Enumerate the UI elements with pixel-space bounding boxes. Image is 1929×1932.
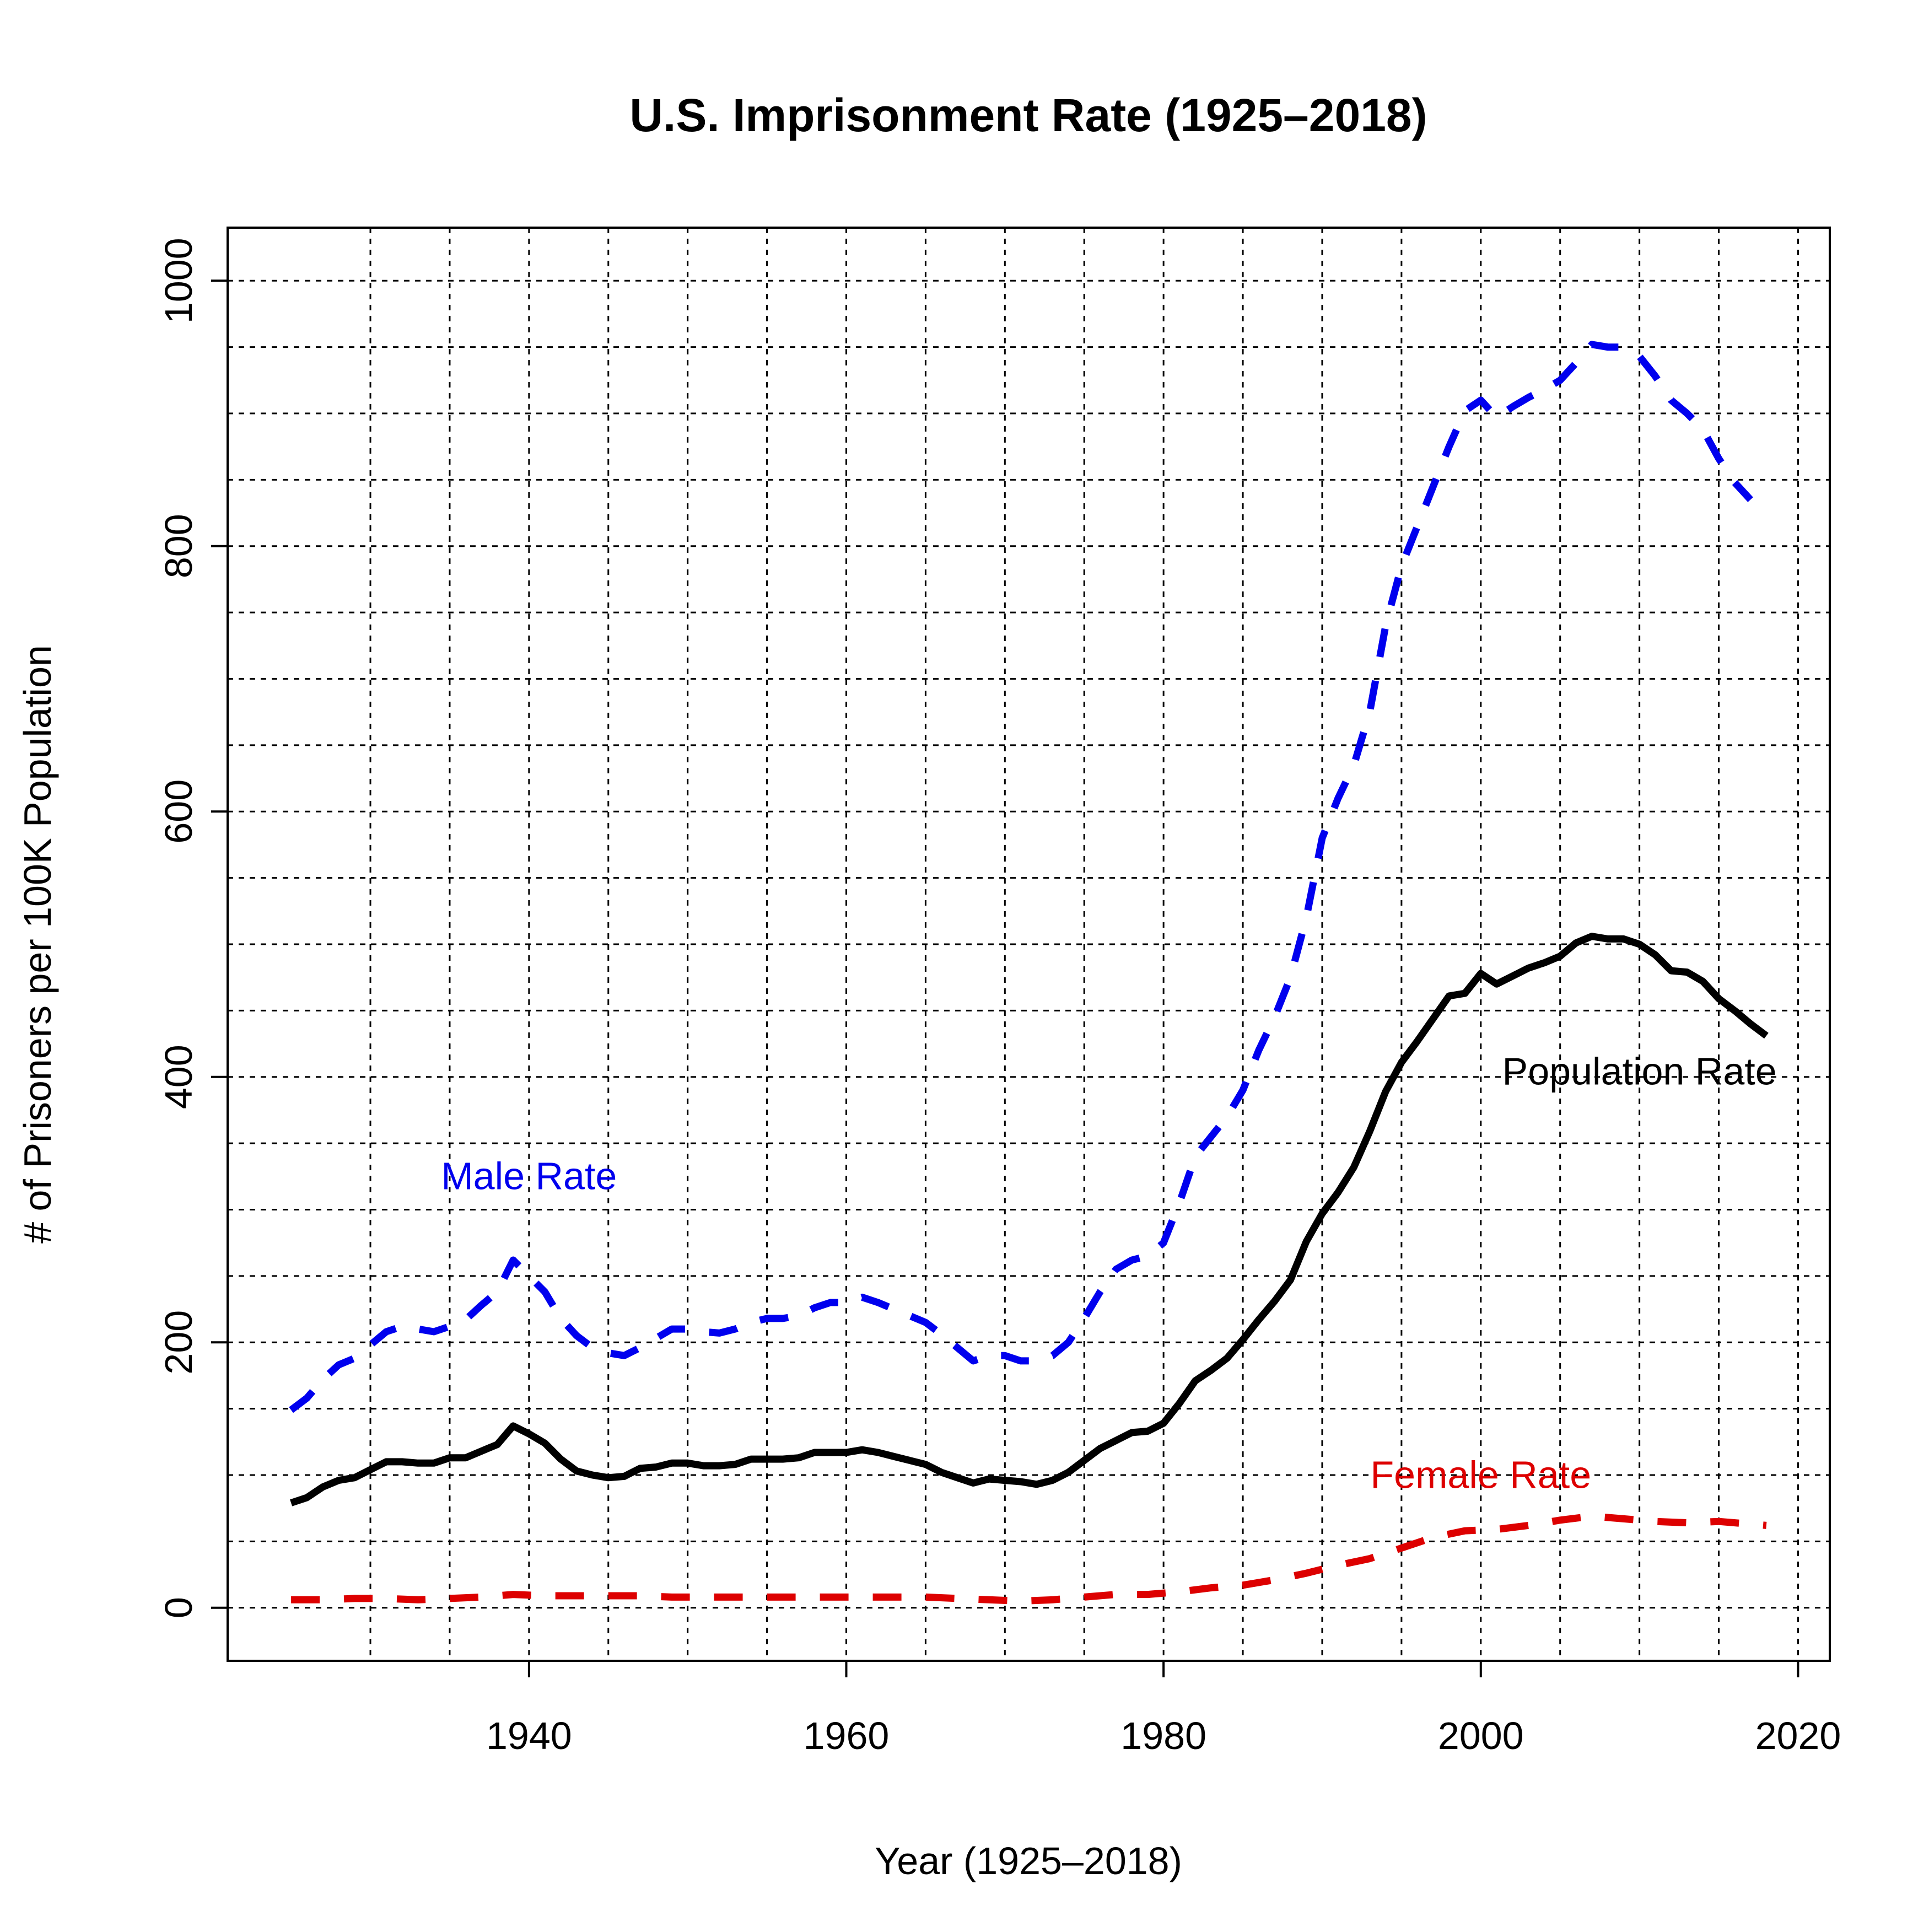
y-tick-label-800: 800 xyxy=(157,514,200,578)
series-line-population-rate xyxy=(290,933,1769,1506)
y-tick-label-200: 200 xyxy=(157,1310,200,1375)
x-tick-label-1980: 1980 xyxy=(1120,1714,1206,1757)
plot-frame xyxy=(227,227,1831,1662)
y-tick-label-0: 0 xyxy=(157,1597,200,1618)
y-tick-label-600: 600 xyxy=(157,779,200,844)
y-tick-label-1000: 1000 xyxy=(157,238,200,324)
x-tick-label-2000: 2000 xyxy=(1438,1714,1524,1757)
series-label-male-rate: Male Rate xyxy=(441,1155,617,1198)
series-line-female-rate xyxy=(291,1513,1767,1605)
chart-title: U.S. Imprisonment Rate (1925–2018) xyxy=(629,89,1427,141)
axes: 1940 1960 1980 2000 2020 0 200 400 600 800 1000 xyxy=(157,238,1841,1757)
x-tick-label-1940: 1940 xyxy=(486,1714,572,1757)
series-labels: Male Rate Population Rate Female Rate xyxy=(441,1050,1776,1496)
series-label-population-rate: Population Rate xyxy=(1502,1050,1777,1093)
series-label-female-rate: Female Rate xyxy=(1370,1453,1591,1496)
x-tick-label-1960: 1960 xyxy=(804,1714,890,1757)
y-axis-label: # of Prisoners per 100K Population xyxy=(16,645,59,1244)
series-lines xyxy=(289,341,1769,1605)
x-tick-label-2020: 2020 xyxy=(1755,1714,1841,1757)
y-tick-label-400: 400 xyxy=(157,1045,200,1109)
series-line-male-rate xyxy=(289,341,1753,1413)
x-axis-label: Year (1925–2018) xyxy=(875,1839,1182,1882)
